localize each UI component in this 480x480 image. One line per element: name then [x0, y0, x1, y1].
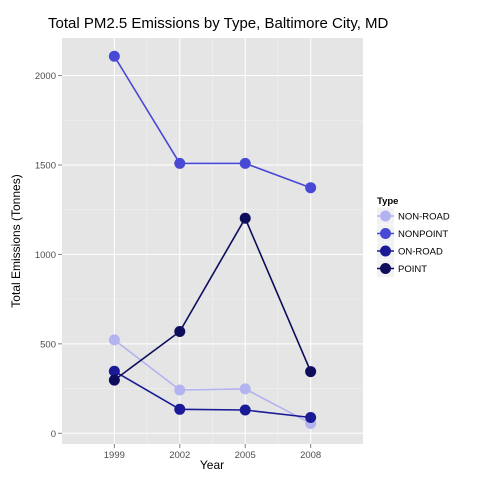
- chart-title: Total PM2.5 Emissions by Type, Baltimore…: [48, 15, 389, 32]
- legend-label-on-road: ON-ROAD: [398, 247, 443, 258]
- legend-item-nonpoint: NONPOINT: [377, 225, 448, 242]
- data-point-nonpoint: [305, 182, 316, 193]
- y-tick-label: 2000: [35, 71, 56, 82]
- legend-label-non-road: NON-ROAD: [398, 212, 450, 223]
- x-tick-label: 2008: [300, 450, 321, 461]
- legend: Type NON-ROAD NONPOINT ON-ROAD POINT: [377, 196, 450, 277]
- data-point-on-road: [305, 412, 316, 423]
- legend-item-point: POINT: [377, 260, 427, 277]
- x-axis-label: Year: [200, 458, 224, 472]
- x-tick-label: 1999: [104, 450, 125, 461]
- data-point-point: [174, 326, 185, 337]
- legend-key-marker: [380, 228, 391, 239]
- data-point-point: [305, 366, 316, 377]
- legend-key-marker: [380, 211, 391, 222]
- data-point-nonpoint: [240, 158, 251, 169]
- y-axis-label: Total Emissions (Tonnes): [9, 174, 23, 307]
- data-point-non-road: [240, 383, 251, 394]
- legend-item-non-road: NON-ROAD: [377, 208, 450, 225]
- data-point-point: [109, 375, 120, 386]
- data-point-nonpoint: [109, 51, 120, 62]
- y-tick-label: 1000: [35, 250, 56, 261]
- y-tick-label: 1500: [35, 160, 56, 171]
- y-axis-ticks: 0 500 1000 1500 2000: [35, 71, 62, 440]
- legend-item-on-road: ON-ROAD: [377, 243, 443, 260]
- data-point-on-road: [240, 405, 251, 416]
- x-tick-label: 2005: [235, 450, 256, 461]
- legend-title: Type: [377, 196, 398, 207]
- x-tick-label: 2002: [169, 450, 190, 461]
- data-point-on-road: [174, 404, 185, 415]
- data-point-point: [240, 213, 251, 224]
- y-tick-label: 500: [40, 339, 56, 350]
- data-point-non-road: [109, 334, 120, 345]
- y-tick-label: 0: [51, 429, 56, 440]
- legend-label-nonpoint: NONPOINT: [398, 229, 448, 240]
- legend-key-marker: [380, 263, 391, 274]
- legend-label-point: POINT: [398, 264, 427, 275]
- data-point-non-road: [174, 384, 185, 395]
- legend-key-marker: [380, 246, 391, 257]
- data-point-nonpoint: [174, 158, 185, 169]
